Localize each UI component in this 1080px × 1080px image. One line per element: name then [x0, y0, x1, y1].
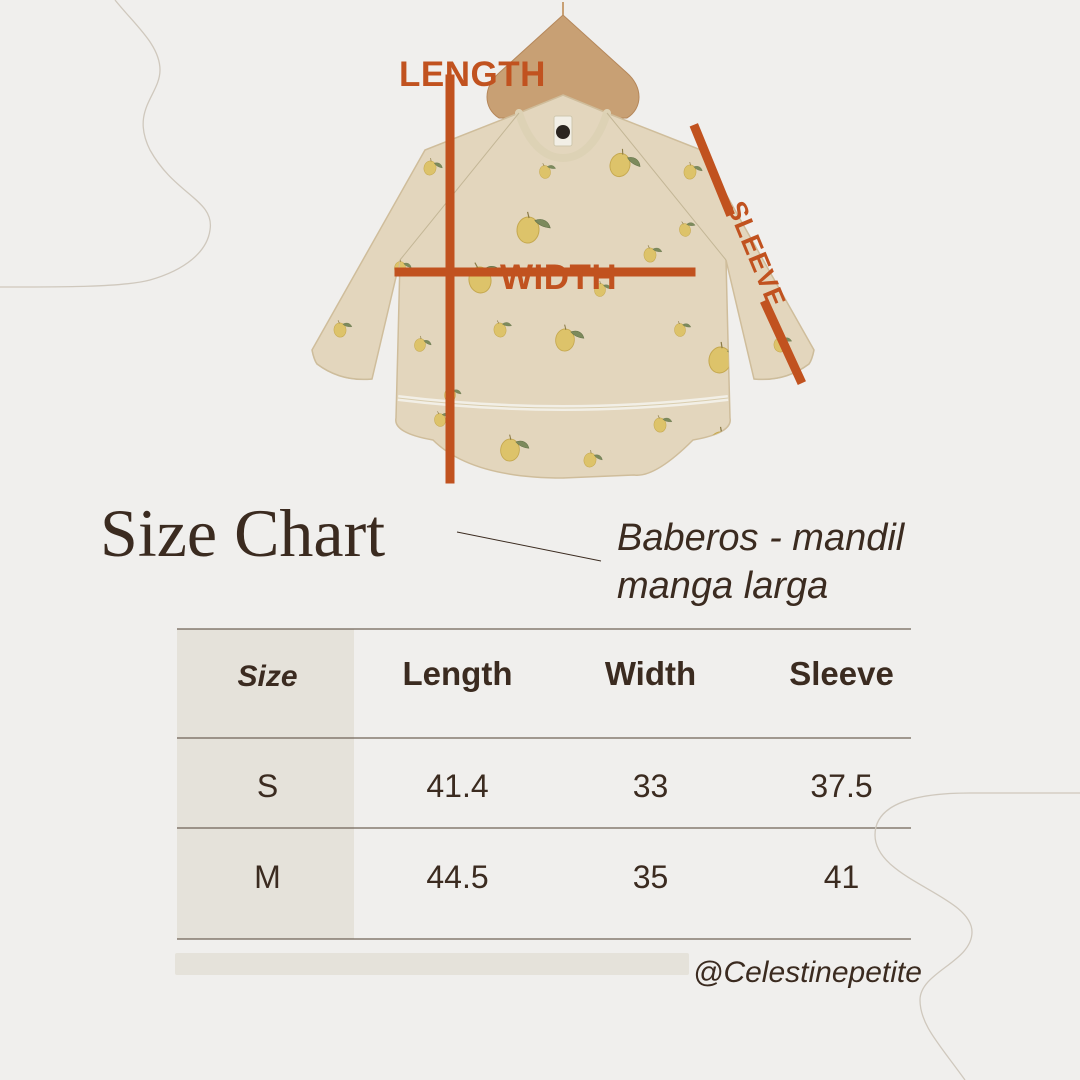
svg-text:LENGTH: LENGTH — [399, 55, 546, 94]
svg-text:WIDTH: WIDTH — [500, 258, 617, 297]
